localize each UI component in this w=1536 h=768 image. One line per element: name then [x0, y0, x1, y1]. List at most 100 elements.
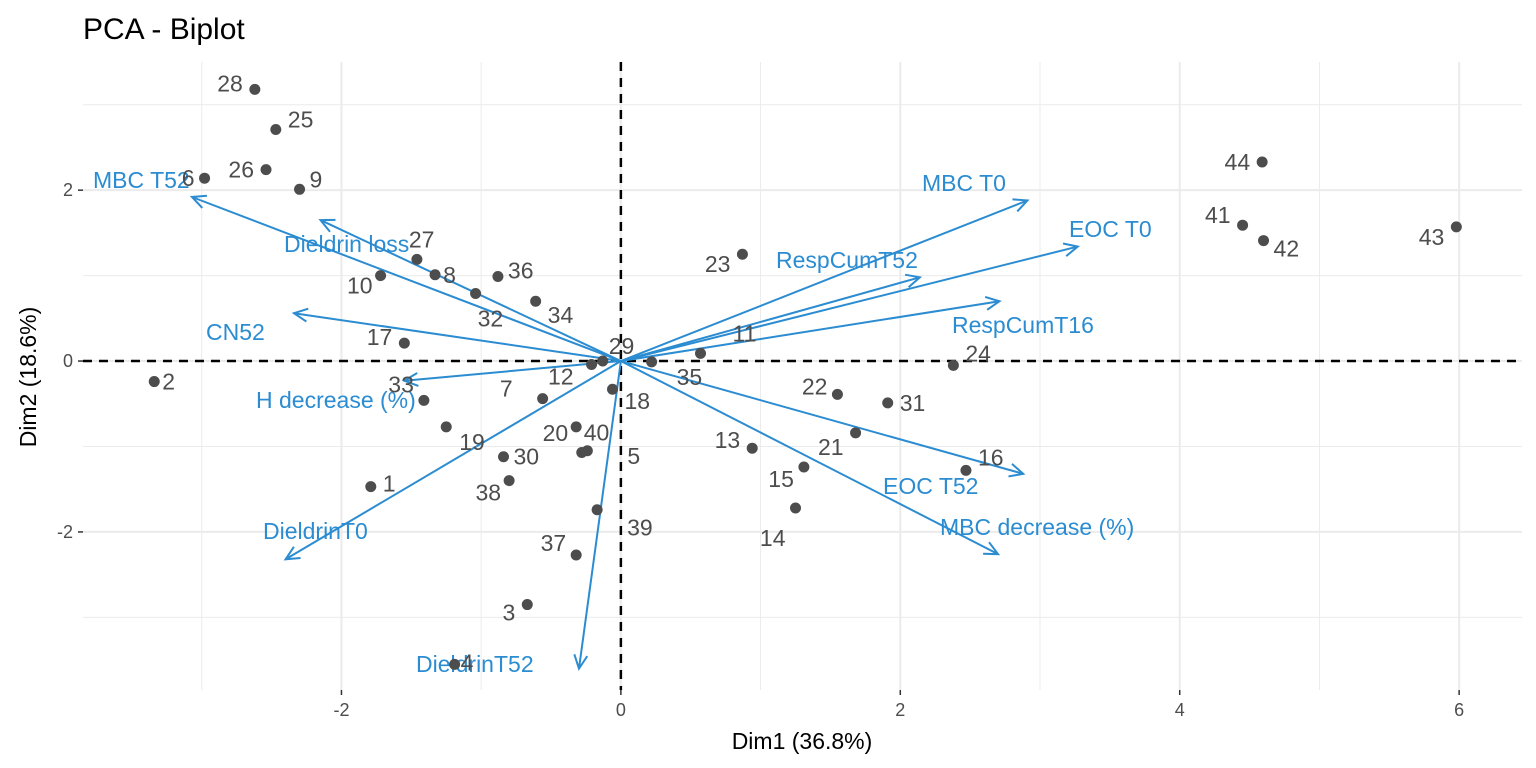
point-36: [492, 270, 504, 282]
point-31: [882, 397, 894, 409]
point-11: [695, 347, 707, 359]
point-label-1: 1: [383, 471, 396, 497]
arrow-dieldrin-loss: [320, 219, 622, 362]
point-23: [736, 248, 748, 260]
point-label-38: 38: [476, 480, 502, 506]
point-label-30: 30: [514, 444, 540, 470]
arrow-head: [904, 273, 923, 288]
reference-lines: [83, 62, 1522, 690]
point-37: [570, 549, 582, 561]
point-43: [1450, 221, 1462, 233]
point-12: [586, 358, 598, 370]
arrow-eoc-t0: [620, 245, 1078, 363]
variable-label: EOC T52: [883, 473, 978, 499]
x-axis-title: Dim1 (36.8%): [732, 728, 873, 754]
arrow-head: [402, 372, 419, 387]
point-2: [148, 376, 160, 388]
point-label-13: 13: [715, 427, 741, 453]
arrow-dieldrint52: [577, 360, 622, 669]
variable-label: DieldrinT0: [263, 518, 368, 544]
point-label-28: 28: [217, 70, 243, 96]
variable-arrows: MBC T52 Dieldrin loss CN52 H decrease (%) Di…: [93, 167, 1152, 677]
point-6: [199, 172, 211, 184]
point-24: [947, 359, 959, 371]
point-21: [850, 427, 862, 439]
point-17: [398, 337, 410, 349]
point-13: [746, 442, 758, 454]
point-14: [790, 502, 802, 514]
arrow-mbc-decrease-: [620, 360, 999, 556]
point-label-9: 9: [310, 166, 323, 192]
point-label-41: 41: [1205, 202, 1231, 228]
point-3: [521, 599, 533, 611]
point-4: [449, 658, 461, 670]
point-label-3: 3: [502, 600, 515, 626]
point-label-34: 34: [548, 302, 574, 328]
point-8: [429, 269, 441, 281]
point-16: [960, 464, 972, 476]
point-38: [503, 475, 515, 487]
point-22: [831, 388, 843, 400]
point-label-8: 8: [443, 262, 456, 288]
point-label-24: 24: [965, 340, 991, 366]
point-label-39: 39: [627, 515, 653, 541]
chart-title: PCA - Biplot: [83, 13, 245, 46]
point-44: [1256, 156, 1268, 168]
point-label-36: 36: [508, 257, 534, 283]
x-tick-label: 0: [616, 700, 626, 720]
point-label-16: 16: [978, 444, 1004, 470]
arrow-respcumt16: [620, 300, 1000, 363]
variable-label: RespCumT16: [952, 312, 1094, 338]
y-tick-label: -2: [57, 522, 73, 542]
point-1: [365, 481, 377, 493]
point-28: [249, 83, 261, 95]
arrow-cn52: [293, 312, 622, 363]
arrow-head: [1062, 242, 1080, 257]
point-label-14: 14: [760, 525, 786, 551]
point-label-10: 10: [347, 273, 373, 299]
point-label-2: 2: [162, 369, 175, 395]
variable-label: EOC T0: [1069, 216, 1152, 242]
arrow-head: [189, 194, 208, 209]
arrow-head: [1008, 463, 1026, 478]
variable-label: Dieldrin loss: [284, 231, 409, 257]
arrow-head: [1012, 198, 1030, 213]
point-label-37: 37: [541, 530, 567, 556]
point-label-31: 31: [900, 390, 926, 416]
point-26: [260, 164, 272, 176]
arrow-head: [573, 654, 589, 671]
point-30: [498, 451, 510, 463]
point-15: [798, 461, 810, 473]
point-10: [375, 270, 387, 282]
point-label-32: 32: [478, 306, 504, 332]
y-tick-label: 2: [63, 180, 73, 200]
point-label-29: 29: [609, 333, 635, 359]
point-40: [576, 446, 588, 458]
arrow-dieldrint0: [285, 360, 622, 561]
y-tick-label: 0: [63, 351, 73, 371]
arrow-mbc-t0: [620, 199, 1028, 362]
point-label-18: 18: [624, 388, 650, 414]
y-axis-title: Dim2 (18.6%): [15, 307, 41, 448]
point-39: [591, 504, 603, 516]
point-27: [411, 253, 423, 265]
point-35: [646, 356, 658, 368]
point-34: [530, 295, 542, 307]
point-label-12: 12: [548, 363, 574, 389]
point-32: [470, 288, 482, 300]
point-label-40: 40: [584, 419, 610, 445]
point-label-21: 21: [818, 434, 844, 460]
point-label-4: 4: [461, 649, 474, 675]
point-label-6: 6: [182, 165, 195, 191]
point-label-33: 33: [388, 371, 414, 397]
arrow-head: [984, 295, 1002, 311]
point-label-22: 22: [802, 373, 828, 399]
point-7: [537, 393, 549, 405]
arrow-mbc-t52: [191, 196, 622, 362]
point-33: [418, 394, 430, 406]
point-29: [597, 355, 609, 367]
variable-label: MBC T0: [922, 170, 1006, 196]
point-label-25: 25: [288, 106, 314, 132]
